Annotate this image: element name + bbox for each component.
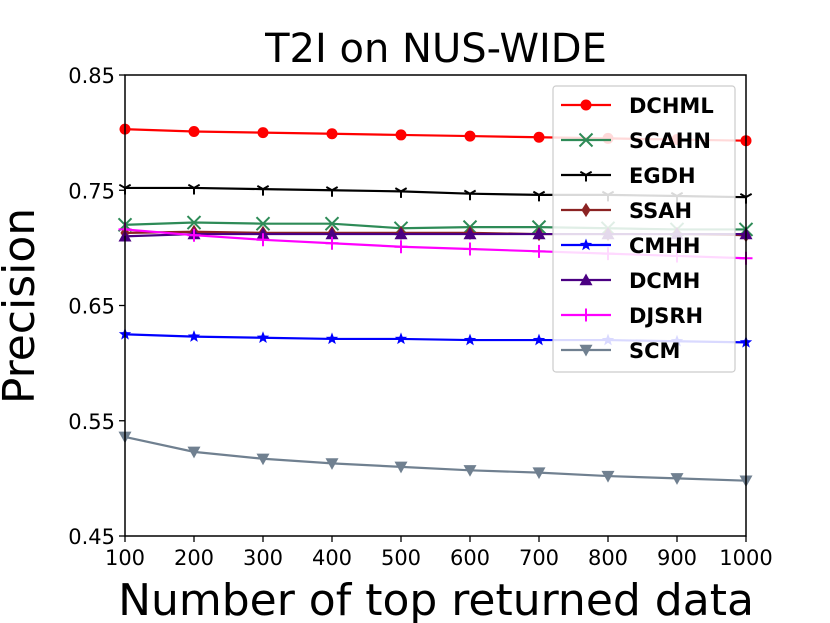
legend-entry-dcmh: DCMH: [561, 269, 700, 293]
x-tick-label: 700: [519, 546, 559, 570]
data-point-dchml: [188, 125, 200, 137]
data-point-scahn: [255, 216, 271, 231]
data-point-djsrh: [394, 240, 408, 254]
data-point-scm: [463, 465, 477, 477]
legend-label: CMHH: [629, 234, 700, 258]
data-point-egdh: [325, 186, 339, 197]
data-point-djsrh: [463, 242, 477, 256]
legend-entry-ssah: SSAH: [561, 199, 692, 223]
legend-label: DJSRH: [629, 304, 703, 328]
data-point-djsrh: [256, 233, 270, 247]
y-tick-label: 0.85: [68, 64, 115, 88]
legend-marker: [579, 170, 593, 182]
x-tick-label: 300: [243, 546, 283, 570]
legend-entry-scm: SCM: [561, 339, 680, 363]
x-tick-label: 500: [381, 546, 421, 570]
data-point-cmhh: [325, 332, 339, 345]
x-tick-label: 600: [450, 546, 490, 570]
series-line-scm: [124, 435, 747, 482]
chart-title: T2I on NUS-WIDE: [264, 26, 607, 72]
legend-marker: [578, 132, 594, 148]
legend-marker: [579, 238, 593, 251]
data-point-dcmh: [325, 227, 339, 240]
data-point-scm: [256, 453, 270, 466]
legend-marker: [579, 308, 593, 322]
data-point-dcmh: [532, 227, 546, 240]
data-point-cmhh: [394, 332, 408, 345]
legend-box: [552, 85, 736, 373]
data-point-dcmh: [394, 227, 408, 240]
data-point-scm: [325, 458, 339, 470]
data-point-scahn: [324, 216, 340, 231]
data-point-scm: [532, 467, 546, 480]
data-point-cmhh: [532, 333, 546, 346]
legend-label: DCHML: [629, 94, 714, 118]
data-point-dchml: [464, 130, 476, 142]
legend-marker: [581, 202, 591, 218]
data-point-dchml: [533, 131, 545, 143]
x-tick-label: 200: [174, 546, 214, 570]
x-tick-label: 100: [105, 546, 145, 570]
data-point-cmhh: [256, 331, 270, 344]
data-point-scahn: [186, 215, 202, 230]
x-axis-label: Number of top returned data: [118, 575, 754, 623]
x-tick-label: 800: [588, 546, 628, 570]
data-point-scm: [187, 446, 201, 459]
data-point-egdh: [256, 184, 270, 196]
data-point-egdh: [463, 189, 477, 201]
data-point-scm: [601, 470, 615, 483]
data-point-scm: [670, 473, 684, 485]
legend-label: DCMH: [629, 269, 700, 293]
y-tick-label: 0.55: [68, 410, 115, 434]
data-point-djsrh: [532, 244, 546, 258]
data-point-egdh: [532, 190, 546, 202]
legend-entry-egdh: EGDH: [561, 164, 696, 188]
data-point-scm: [394, 461, 408, 474]
legend-entry-djsrh: DJSRH: [561, 304, 703, 328]
legend-label: SSAH: [629, 199, 692, 223]
legend-label: EGDH: [629, 164, 696, 188]
legend-marker: [579, 273, 593, 286]
legend-label: SCM: [629, 339, 680, 363]
legend-entry-cmhh: CMHH: [561, 234, 700, 258]
legend-label: SCAHN: [629, 129, 711, 153]
data-point-djsrh: [325, 236, 339, 250]
data-point-egdh: [187, 183, 201, 195]
data-point-dchml: [395, 129, 407, 141]
legend-marker: [579, 344, 593, 357]
data-point-djsrh: [187, 228, 201, 242]
x-tick-label: 400: [312, 546, 352, 570]
y-tick-label: 0.65: [68, 295, 115, 319]
data-point-dchml: [326, 128, 338, 140]
axis-ticks: 100 200 300 400 500 600 700 800 900 1000 0.45 0.55 0…: [68, 64, 772, 570]
legend: DCHML SCAHN EGDH SSAH CMHH DCMH DJSRH SCM: [552, 85, 736, 373]
legend-entry-dchml: DCHML: [561, 94, 714, 118]
legend-marker: [580, 99, 592, 111]
x-tick-label: 900: [657, 546, 697, 570]
data-point-egdh: [394, 187, 408, 198]
x-tick-label: 1000: [719, 546, 772, 570]
series-scm: [118, 431, 753, 488]
y-tick-label: 0.75: [68, 179, 115, 203]
data-point-dcmh: [463, 227, 477, 240]
data-point-cmhh: [187, 330, 201, 342]
y-tick-label: 0.45: [68, 525, 115, 549]
legend-entry-scahn: SCAHN: [561, 129, 711, 153]
data-point-dchml: [257, 127, 269, 139]
y-axis-label: Precision: [0, 208, 45, 404]
data-point-cmhh: [463, 333, 477, 346]
